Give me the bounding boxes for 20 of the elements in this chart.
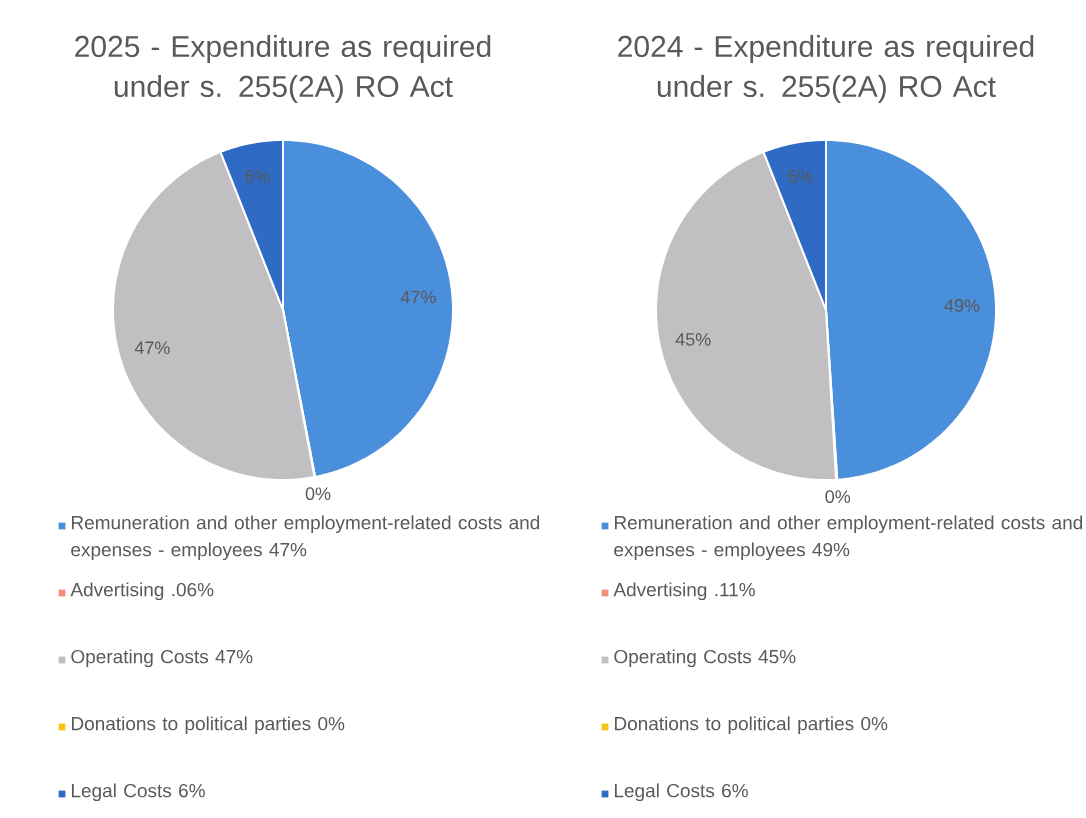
legend-label: Advertising .06%	[70, 582, 214, 601]
legend-label: Donations to political parties 0%	[71, 716, 345, 735]
legend-label: Legal Costs 6%	[614, 783, 748, 802]
data-label: 49%	[944, 299, 980, 312]
data-label: 6%	[245, 170, 270, 183]
legend-label: Donations to political parties 0%	[614, 716, 888, 735]
legend-label: Operating Costs 45%	[614, 649, 796, 668]
legend-label: Operating Costs 47%	[71, 649, 253, 668]
chart-title: 2025 - Expenditure as required under s. 255(2A) RO Act	[75, 35, 491, 104]
data-label: 0%	[825, 490, 851, 504]
data-label: 47%	[134, 341, 170, 355]
legend-label: Advertising .11%	[613, 582, 755, 601]
legend-label: Remuneration and other employment-related costs and expenses - employees 47%	[71, 515, 540, 561]
legend-label: Remuneration and other employment-related costs and expenses - employees 49%	[614, 515, 1083, 561]
data-label: 0%	[305, 487, 331, 501]
legend-label: Legal Costs 6%	[71, 783, 205, 802]
chart-title: 2024 - Expenditure as required under s. 255(2A) RO Act	[618, 35, 1034, 104]
data-label: 47%	[400, 290, 436, 304]
data-label: 45%	[675, 333, 711, 346]
data-label: 6%	[788, 170, 813, 183]
